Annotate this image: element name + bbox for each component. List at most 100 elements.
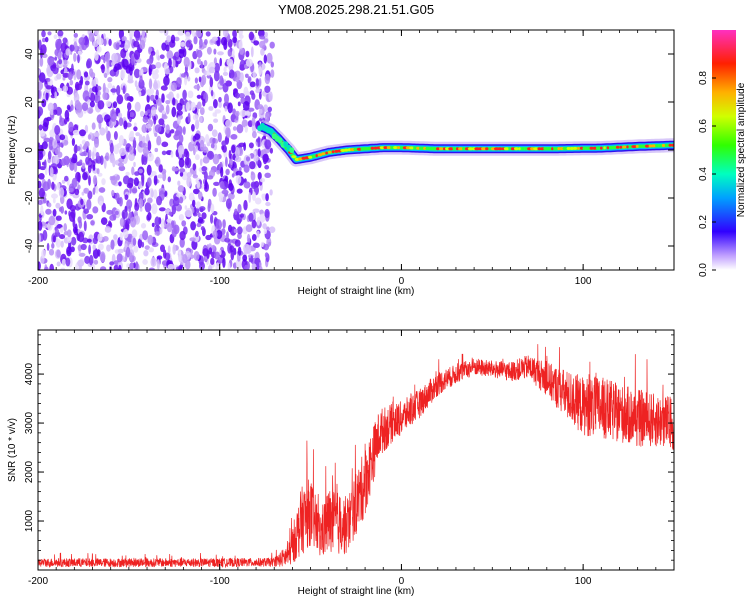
signal-peak xyxy=(455,147,459,151)
noise-blob xyxy=(42,122,49,132)
spectrogram-ytick-label: 20 xyxy=(24,96,35,108)
noise-blob xyxy=(94,30,99,36)
noise-blob xyxy=(217,132,222,143)
noise-blob xyxy=(207,265,213,270)
noise-blob xyxy=(167,263,175,270)
signal-peak xyxy=(373,146,378,150)
noise-blob xyxy=(239,72,244,83)
noise-blob xyxy=(89,100,95,108)
noise-blob xyxy=(222,71,229,76)
noise-blob xyxy=(64,175,69,182)
signal-peak xyxy=(638,144,643,148)
noise-blob xyxy=(146,214,150,221)
noise-blob xyxy=(104,52,111,63)
noise-blob xyxy=(206,250,210,259)
noise-blob xyxy=(186,172,192,178)
noise-blob xyxy=(38,72,46,84)
signal-peak xyxy=(569,147,575,150)
noise-blob xyxy=(149,64,157,70)
noise-blob xyxy=(100,217,108,226)
noise-blob xyxy=(257,159,261,165)
noise-blob xyxy=(49,166,54,178)
noise-blob xyxy=(248,142,254,149)
signal-peak xyxy=(363,147,369,151)
noise-blob xyxy=(251,263,257,270)
noise-blob xyxy=(70,209,76,219)
noise-blob xyxy=(192,212,198,217)
noise-blob xyxy=(55,215,62,221)
noise-blob xyxy=(72,217,76,228)
noise-blob xyxy=(47,102,54,112)
noise-blob xyxy=(184,205,188,210)
noise-blob xyxy=(133,68,141,79)
signal-peak xyxy=(436,147,440,151)
noise-blob xyxy=(244,264,249,270)
noise-blob xyxy=(179,237,185,248)
noise-blob xyxy=(236,226,243,235)
noise-blob xyxy=(187,90,194,99)
noise-blob xyxy=(121,209,128,219)
noise-blob xyxy=(118,196,123,207)
noise-blob xyxy=(114,210,119,215)
noise-blob xyxy=(259,178,266,183)
noise-blob xyxy=(221,189,229,195)
signal-peak xyxy=(409,146,415,150)
noise-blob xyxy=(241,119,248,128)
noise-blob xyxy=(111,53,118,63)
noise-blob xyxy=(225,198,232,210)
noise-blob xyxy=(95,185,99,194)
noise-blob xyxy=(232,126,237,131)
noise-blob xyxy=(93,132,100,137)
noise-blob xyxy=(113,234,118,240)
noise-blob xyxy=(178,147,183,159)
noise-blob xyxy=(222,219,226,229)
noise-blob xyxy=(86,199,92,210)
noise-blob xyxy=(183,56,190,68)
signal-peak xyxy=(510,147,516,151)
noise-blob xyxy=(114,192,120,201)
noise-blob xyxy=(250,255,254,263)
noise-blob xyxy=(113,131,118,140)
spectrogram-ytick-label: 40 xyxy=(24,48,35,60)
noise-blob xyxy=(240,213,244,218)
noise-blob xyxy=(52,208,57,217)
noise-blob xyxy=(117,248,124,254)
noise-blob xyxy=(88,175,91,186)
noise-blob xyxy=(62,85,69,92)
noise-blob xyxy=(83,208,89,214)
noise-blob xyxy=(138,168,143,174)
noise-blob xyxy=(204,39,208,45)
noise-blob xyxy=(86,60,91,69)
noise-blob xyxy=(202,156,210,164)
signal-blob xyxy=(268,128,274,135)
signal-peak xyxy=(546,147,552,151)
noise-blob xyxy=(252,191,256,201)
noise-blob xyxy=(245,244,252,255)
noise-blob xyxy=(234,146,240,158)
noise-blob xyxy=(257,104,264,110)
noise-blob xyxy=(270,61,274,68)
noise-blob xyxy=(179,230,186,241)
noise-blob xyxy=(39,129,46,137)
noise-blob xyxy=(103,72,108,78)
noise-blob xyxy=(43,137,51,143)
noise-blob xyxy=(265,226,270,231)
signal-blob xyxy=(277,137,283,144)
noise-blob xyxy=(235,76,240,83)
noise-blob xyxy=(104,226,112,233)
noise-blob xyxy=(179,171,184,177)
noise-blob xyxy=(134,80,138,88)
noise-blob xyxy=(125,171,130,176)
noise-blob xyxy=(243,199,248,211)
noise-blob xyxy=(243,164,250,173)
noise-blob xyxy=(234,239,241,247)
snr-series-line xyxy=(38,344,674,569)
noise-blob xyxy=(125,246,131,258)
noise-blob xyxy=(98,187,106,193)
noise-blob xyxy=(195,154,200,161)
noise-blob xyxy=(165,100,171,105)
noise-blob xyxy=(230,250,235,261)
noise-blob xyxy=(163,75,170,86)
signal-peak xyxy=(356,147,362,151)
signal-peak xyxy=(393,146,398,150)
